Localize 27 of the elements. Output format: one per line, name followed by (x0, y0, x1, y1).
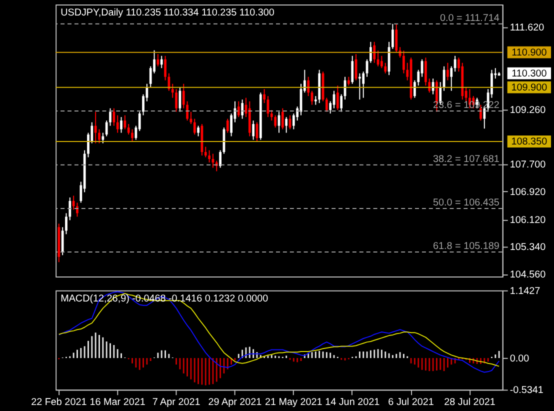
ref-line-label: 109.900 (511, 82, 548, 94)
y-tick-label: 0.00 (510, 354, 530, 365)
ref-line-label: 110.900 (512, 47, 548, 58)
ref-line-label: 38.2 = 107.681 (433, 154, 500, 165)
y-tick-label: -0.5341 (510, 385, 544, 396)
y-tick-label: 106.920 (510, 186, 546, 198)
y-tick-label: 1.1427 (510, 286, 541, 297)
x-tick-label: 21 May 2021 (265, 397, 323, 408)
chart-title: USDJPY,Daily 110.235 110.334 110.235 110.300 (60, 7, 275, 18)
x-tick-label: 16 Mar 2021 (90, 397, 146, 408)
x-tick-label: 28 Jul 2021 (444, 397, 496, 408)
x-tick-label: 14 Jun 2021 (325, 397, 380, 408)
y-tick-label: 107.700 (510, 160, 546, 171)
ref-line-label: 108.350 (511, 136, 548, 148)
x-tick-label: 6 Jul 2021 (388, 397, 434, 408)
y-tick-label: 106.120 (510, 214, 546, 226)
text: 110.300 (512, 68, 548, 80)
y-tick-label: 104.560 (510, 270, 546, 281)
ref-line-label: 0.0 = 111.714 (440, 12, 500, 24)
y-tick-label: 105.340 (510, 242, 546, 254)
y-tick-label: 111.620 (510, 22, 545, 34)
ref-line-label: 61.8 = 105.189 (433, 241, 500, 252)
x-tick-label: 7 Apr 2021 (152, 397, 201, 408)
x-tick-label: 22 Feb 2021 (31, 397, 88, 408)
x-tick-label: 29 Apr 2021 (208, 397, 262, 408)
ref-line-label: 50.0 = 106.435 (433, 198, 500, 208)
y-tick-label: 109.260 (510, 105, 546, 116)
